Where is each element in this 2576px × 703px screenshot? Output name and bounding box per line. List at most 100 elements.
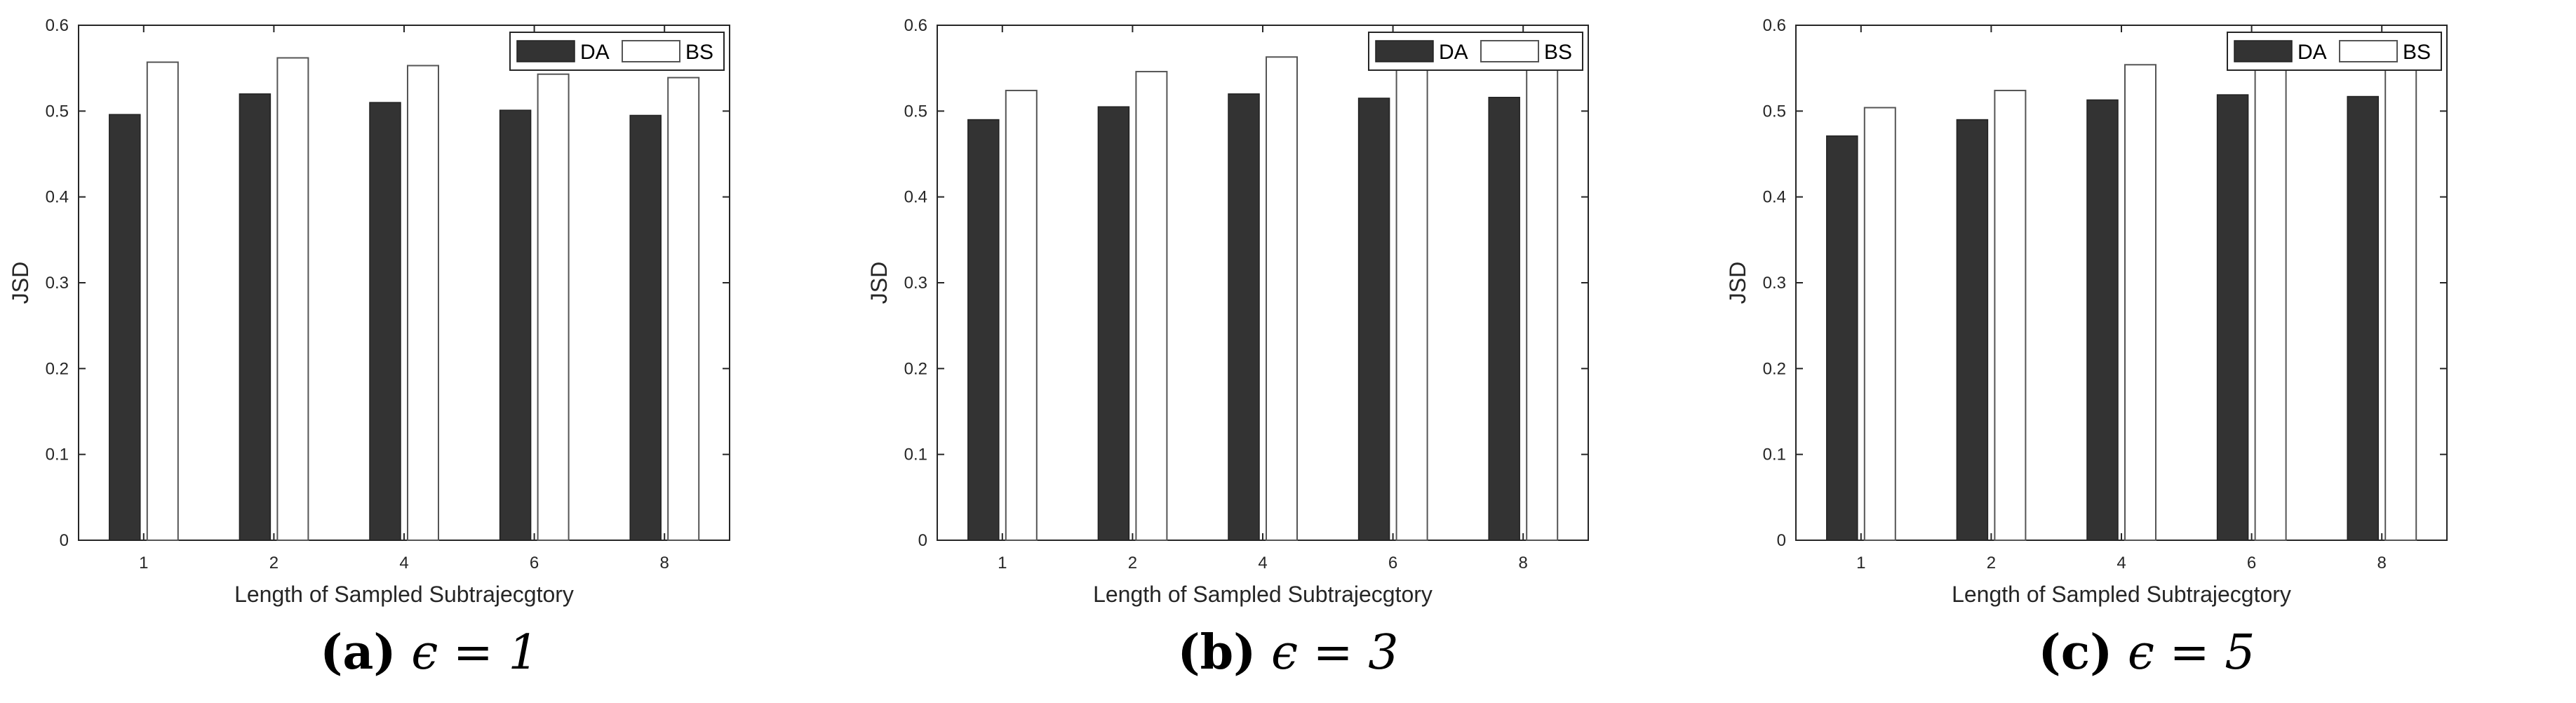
y-tick-label: 0.6	[46, 16, 69, 35]
chart-svg-a: 0 0.1 0.2 0.3 0.4 0.5 0.6 1 2 4 6 8 Length of Sample…	[8, 16, 730, 607]
x-tick-label: 2	[1128, 554, 1137, 573]
y-tick-label: 0	[918, 531, 927, 550]
bar-bs-2	[1135, 71, 1168, 541]
bar-da-4	[2086, 99, 2119, 541]
legend-swatch-bs	[622, 40, 680, 62]
bar-bs-6	[1395, 60, 1428, 541]
caption-eq-b: ϵ = 3	[1270, 625, 1399, 681]
bar-da-2	[239, 93, 271, 541]
caption-c: (c) ϵ = 5	[1717, 624, 2576, 681]
bar-da-8	[2347, 95, 2379, 541]
y-tick-label: 0.1	[46, 446, 69, 464]
x-tick-label: 1	[139, 554, 148, 573]
x-tick-label: 8	[2377, 554, 2387, 573]
caption-eq-a: ϵ = 1	[411, 625, 539, 681]
bar-bs-4	[1266, 56, 1298, 542]
y-tick-label: 0.2	[904, 359, 927, 378]
y-tick-label: 0.5	[1763, 102, 1786, 121]
x-axis-title: Length of Sampled Subtrajecgtory	[1952, 582, 2291, 607]
x-tick-label: 6	[1388, 554, 1397, 573]
x-tick-label: 1	[998, 554, 1007, 573]
x-tick-label: 4	[1258, 554, 1267, 573]
legend-swatch-bs	[1480, 40, 1539, 62]
legend: DA BS	[1368, 32, 1583, 71]
bar-da-2	[1097, 106, 1130, 541]
y-tick-label: 0	[60, 531, 69, 550]
x-tick-label: 6	[530, 554, 539, 573]
x-axis-title: Length of Sampled Subtrajecgtory	[234, 582, 574, 607]
y-axis-title: JSD	[866, 262, 892, 304]
bar-bs-2	[276, 57, 309, 541]
y-tick-label: 0.4	[904, 188, 927, 207]
y-tick-label: 0.1	[904, 446, 927, 464]
bar-da-1	[967, 119, 1000, 541]
bar-da-2	[1956, 119, 1989, 541]
legend-label-bs: BS	[2403, 41, 2431, 64]
y-tick-label: 0.4	[46, 188, 69, 207]
bar-da-4	[1228, 93, 1260, 541]
chart-svg-b: 0 0.1 0.2 0.3 0.4 0.5 0.6 1 2 4 6 8 Length of Sample…	[866, 16, 1589, 607]
bar-da-6	[1357, 98, 1390, 541]
y-tick-label: 0.3	[46, 274, 69, 293]
x-tick-label: 2	[269, 554, 279, 573]
legend-swatch-da	[1375, 40, 1434, 62]
legend-swatch-bs	[2339, 40, 2398, 62]
y-tick-label: 0.3	[1763, 274, 1786, 293]
y-axis-title: JSD	[8, 262, 33, 304]
legend-label-bs: BS	[1544, 41, 1572, 64]
x-tick-label: 4	[2117, 554, 2126, 573]
bar-bs-1	[1863, 107, 1896, 541]
chart-panel-c: 0 0.1 0.2 0.3 0.4 0.5 0.6 1 2 4 6 8 Length of Sample…	[1717, 0, 2576, 703]
bar-bs-6	[537, 73, 570, 542]
bar-bs-8	[2384, 58, 2417, 541]
legend-label-da: DA	[580, 41, 610, 64]
chart-svg-c: 0 0.1 0.2 0.3 0.4 0.5 0.6 1 2 4 6 8 Length of Sample…	[1725, 16, 2448, 607]
y-tick-label: 0.1	[1763, 446, 1786, 464]
legend-swatch-da	[2234, 40, 2293, 62]
y-tick-label: 0.2	[46, 359, 69, 378]
x-tick-label: 8	[1519, 554, 1528, 573]
x-tick-label: 4	[399, 554, 408, 573]
bar-da-4	[369, 102, 401, 541]
chart-panel-b: 0 0.1 0.2 0.3 0.4 0.5 0.6 1 2 4 6 8 Length of Sample…	[859, 0, 1717, 703]
bar-da-8	[629, 114, 662, 541]
legend-swatch-da	[516, 40, 575, 62]
bar-bs-8	[667, 76, 700, 541]
y-tick-label: 0.4	[1763, 188, 1786, 207]
bar-da-8	[1488, 97, 1520, 541]
bar-bs-1	[146, 61, 179, 541]
bar-bs-8	[1526, 60, 1559, 541]
y-tick-label: 0.5	[904, 102, 927, 121]
y-axis-title: JSD	[1725, 262, 1750, 304]
legend-label-da: DA	[2297, 41, 2327, 64]
chart-panel-a: 0 0.1 0.2 0.3 0.4 0.5 0.6 1 2 4 6 8 Length of Sample…	[0, 0, 859, 703]
y-tick-label: 0.6	[904, 16, 927, 35]
caption-label-c: (c)	[2038, 624, 2113, 681]
bar-bs-6	[2254, 56, 2287, 542]
caption-a: (a) ϵ = 1	[0, 624, 859, 681]
bar-bs-4	[2124, 64, 2156, 542]
y-tick-label: 0.2	[1763, 359, 1786, 378]
bar-bs-2	[1994, 89, 2027, 541]
bar-da-6	[499, 109, 532, 541]
caption-b: (b) ϵ = 3	[859, 624, 1717, 681]
caption-label-a: (a)	[320, 624, 396, 681]
legend-label-da: DA	[1439, 41, 1468, 64]
bar-bs-1	[1005, 89, 1038, 541]
y-tick-label: 0.6	[1763, 16, 1786, 35]
bar-bs-4	[407, 65, 439, 542]
caption-eq-c: ϵ = 5	[2127, 625, 2255, 681]
legend: DA BS	[2227, 32, 2442, 71]
x-tick-label: 1	[1856, 554, 1865, 573]
y-tick-label: 0.5	[46, 102, 69, 121]
caption-label-b: (b)	[1177, 624, 1256, 681]
x-tick-label: 8	[660, 554, 669, 573]
legend: DA BS	[509, 32, 725, 71]
x-tick-label: 2	[1987, 554, 1996, 573]
x-axis-title: Length of Sampled Subtrajecgtory	[1093, 582, 1433, 607]
bar-da-6	[2216, 94, 2249, 541]
y-tick-label: 0	[1777, 531, 1786, 550]
x-tick-label: 6	[2247, 554, 2256, 573]
legend-label-bs: BS	[685, 41, 713, 64]
y-tick-label: 0.3	[904, 274, 927, 293]
